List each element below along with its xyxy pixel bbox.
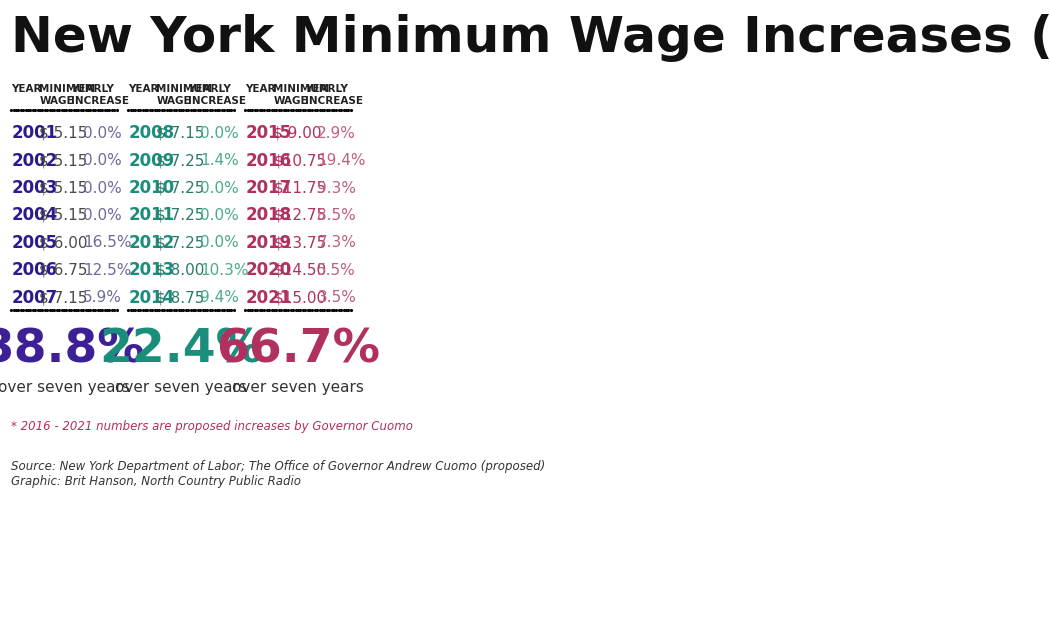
Text: $14.50: $14.50	[273, 263, 327, 278]
Text: 0.0%: 0.0%	[201, 235, 239, 250]
Text: $ 9.00: $ 9.00	[273, 126, 322, 141]
Text: $15.00: $15.00	[273, 290, 327, 305]
Text: 2004: 2004	[12, 207, 58, 224]
Text: $12.75: $12.75	[273, 208, 327, 223]
Text: Source: New York Department of Labor; The Office of Governor Andrew Cuomo (propo: Source: New York Department of Labor; Th…	[12, 460, 546, 488]
Text: 2008: 2008	[128, 125, 174, 142]
Text: 2016: 2016	[246, 152, 292, 169]
Text: $ 7.25: $ 7.25	[156, 153, 205, 168]
Text: 1.4%: 1.4%	[201, 153, 239, 168]
Text: 10.3%: 10.3%	[201, 263, 249, 278]
Text: New York Minimum Wage Increases (by percentage): New York Minimum Wage Increases (by perc…	[10, 14, 1050, 62]
Text: $ 6.00: $ 6.00	[39, 235, 88, 250]
Text: YEARLY
INCREASE: YEARLY INCREASE	[306, 84, 363, 106]
Text: 2007: 2007	[12, 289, 58, 307]
Text: 0.0%: 0.0%	[201, 126, 239, 141]
Text: 7.3%: 7.3%	[317, 235, 356, 250]
Text: 2011: 2011	[128, 207, 174, 224]
Text: $ 7.15: $ 7.15	[156, 126, 205, 141]
Text: 2003: 2003	[12, 179, 58, 197]
Text: 0.0%: 0.0%	[83, 153, 122, 168]
Text: MINIMUM
WAGE: MINIMUM WAGE	[39, 84, 96, 106]
Text: $10.75: $10.75	[273, 153, 327, 168]
Text: 2010: 2010	[128, 179, 174, 197]
Text: MINIMUM
WAGE: MINIMUM WAGE	[156, 84, 212, 106]
Text: 5.9%: 5.9%	[83, 290, 122, 305]
Text: YEAR: YEAR	[12, 84, 42, 94]
Text: YEAR: YEAR	[128, 84, 159, 94]
Text: 38.8%: 38.8%	[0, 327, 146, 372]
Text: 2009: 2009	[128, 152, 174, 169]
Text: 2018: 2018	[246, 207, 292, 224]
Text: 0.0%: 0.0%	[83, 181, 122, 195]
Text: over seven years: over seven years	[0, 380, 130, 395]
Text: 2021: 2021	[246, 289, 292, 307]
Text: 2.9%: 2.9%	[317, 126, 356, 141]
Text: $13.75: $13.75	[273, 235, 327, 250]
Text: $ 5.15: $ 5.15	[39, 126, 88, 141]
Text: YEARLY
INCREASE: YEARLY INCREASE	[71, 84, 129, 106]
Text: $ 7.25: $ 7.25	[156, 208, 205, 223]
Text: over seven years: over seven years	[116, 380, 247, 395]
Text: $ 8.75: $ 8.75	[156, 290, 205, 305]
Text: 2012: 2012	[128, 234, 174, 252]
Text: 2020: 2020	[246, 261, 292, 279]
Text: 19.4%: 19.4%	[317, 153, 365, 168]
Text: 2015: 2015	[246, 125, 292, 142]
Text: 2019: 2019	[246, 234, 292, 252]
Text: $ 6.75: $ 6.75	[39, 263, 88, 278]
Text: over seven years: over seven years	[232, 380, 364, 395]
Text: $ 5.15: $ 5.15	[39, 153, 88, 168]
Text: 2006: 2006	[12, 261, 58, 279]
Text: 2014: 2014	[128, 289, 174, 307]
Text: 0.0%: 0.0%	[83, 208, 122, 223]
Text: $ 7.15: $ 7.15	[39, 290, 88, 305]
Text: 0.0%: 0.0%	[201, 181, 239, 195]
Text: $ 5.15: $ 5.15	[39, 181, 88, 195]
Text: 3.5%: 3.5%	[317, 290, 356, 305]
Text: 2002: 2002	[12, 152, 58, 169]
Text: 2005: 2005	[12, 234, 58, 252]
Text: 0.0%: 0.0%	[201, 208, 239, 223]
Text: $ 7.25: $ 7.25	[156, 181, 205, 195]
Text: YEARLY
INCREASE: YEARLY INCREASE	[188, 84, 246, 106]
Text: 22.4%: 22.4%	[99, 327, 262, 372]
Text: 12.5%: 12.5%	[83, 263, 131, 278]
Text: $ 7.25: $ 7.25	[156, 235, 205, 250]
Text: $ 5.15: $ 5.15	[39, 208, 88, 223]
Text: $ 8.00: $ 8.00	[156, 263, 205, 278]
Text: 2001: 2001	[12, 125, 58, 142]
Text: YEAR: YEAR	[246, 84, 276, 94]
Text: 2013: 2013	[128, 261, 174, 279]
Text: 9.3%: 9.3%	[317, 181, 356, 195]
Text: 5.5%: 5.5%	[317, 263, 356, 278]
Text: 9.4%: 9.4%	[201, 290, 239, 305]
Text: 2017: 2017	[246, 179, 292, 197]
Text: 16.5%: 16.5%	[83, 235, 132, 250]
Text: MINIMUM
WAGE: MINIMUM WAGE	[273, 84, 330, 106]
Text: * 2016 - 2021 numbers are proposed increases by Governor Cuomo: * 2016 - 2021 numbers are proposed incre…	[12, 420, 414, 433]
Text: 66.7%: 66.7%	[216, 327, 380, 372]
Text: $11.75: $11.75	[273, 181, 327, 195]
Text: 0.0%: 0.0%	[83, 126, 122, 141]
Text: 8.5%: 8.5%	[317, 208, 356, 223]
